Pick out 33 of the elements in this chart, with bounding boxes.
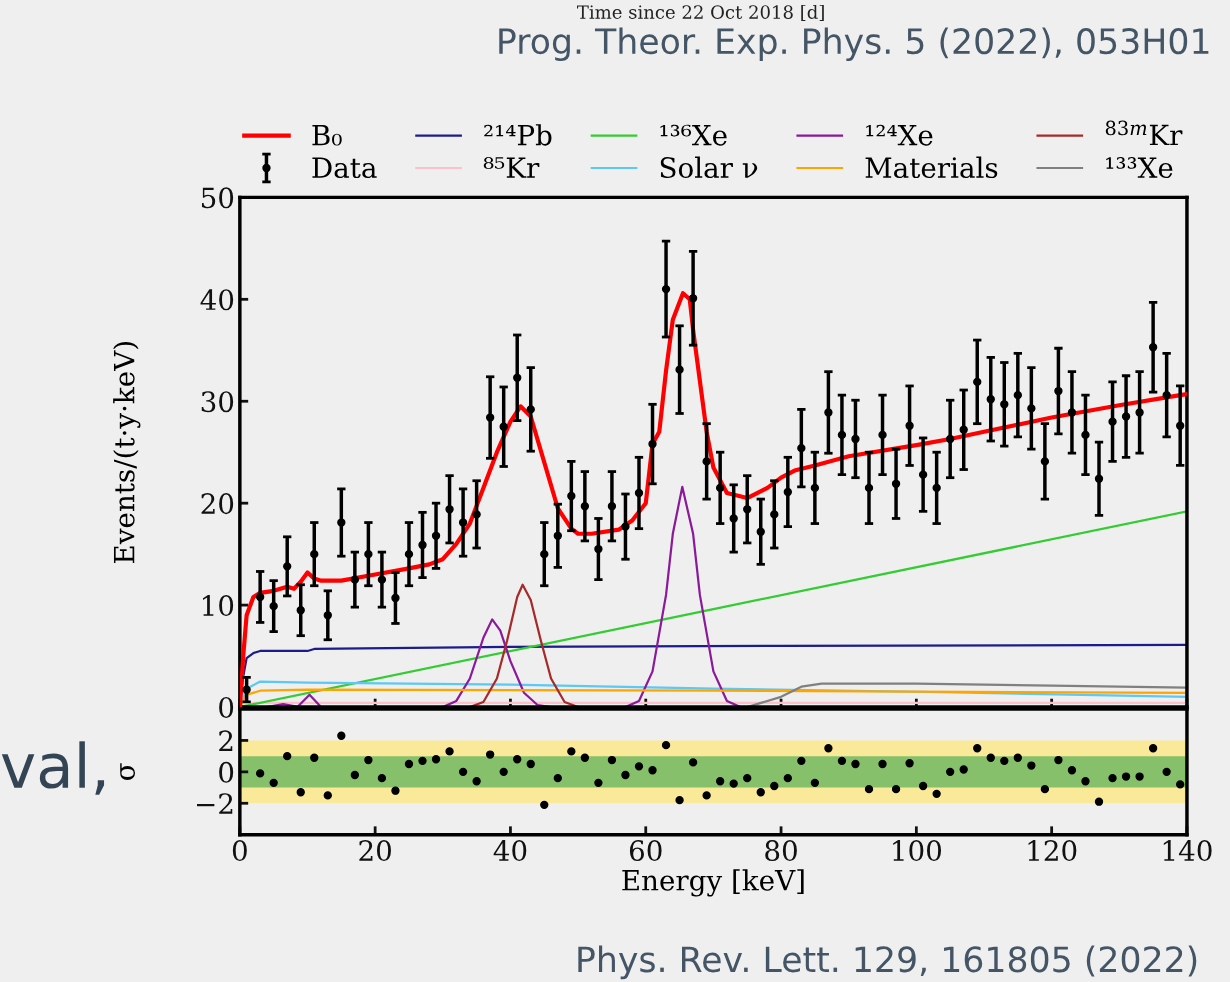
legend-label: B₀ xyxy=(312,125,342,146)
legend-label: ⁸⁵Kr xyxy=(483,157,540,178)
y-tick-label: 0 xyxy=(219,761,234,783)
y-tick-label: 20 xyxy=(201,493,234,515)
x-tick-label: 20 xyxy=(359,840,391,862)
legend-label: $^{83m}$Kr xyxy=(1105,120,1183,146)
text: Time since 22 Oct 2018 [d] xyxy=(577,4,824,22)
legend-label: ¹³³Xe xyxy=(1106,157,1173,179)
y-tick-label: 50 xyxy=(202,187,234,209)
x-tick-label: 60 xyxy=(629,840,662,862)
text: Phys. Rev. Lett. 129, 161805 (2022) xyxy=(578,945,1197,980)
legend-label: ¹²⁴Xe xyxy=(866,124,933,146)
legend-label: Data xyxy=(312,157,377,179)
legend-label: ¹³⁶Xe xyxy=(660,124,727,146)
x-tick-label: 40 xyxy=(493,840,527,862)
x-axis-title: Energy [keV] xyxy=(622,869,804,897)
y-tick-label: 2 xyxy=(219,730,233,751)
y-tick-label: 40 xyxy=(200,289,234,311)
y-tick-label: 30 xyxy=(201,391,234,413)
legend-label: Materials xyxy=(865,156,998,179)
x-tick-label: 140 xyxy=(1163,840,1212,862)
y-tick-label: 0 xyxy=(219,696,234,718)
y-tick-label: −2 xyxy=(196,793,233,814)
text: val, xyxy=(1,741,105,795)
legend-label: Solar ν xyxy=(660,156,758,179)
y-tick-label: 10 xyxy=(203,595,234,617)
y-axis-title: σ xyxy=(120,763,136,780)
legend-label: ²¹⁴Pb xyxy=(484,124,552,146)
x-tick-label: 100 xyxy=(893,840,942,862)
x-tick-label: 80 xyxy=(765,840,797,862)
text: Prog. Theor. Exp. Phys. 5 (2022), 053H01 xyxy=(499,27,1209,61)
x-tick-label: 120 xyxy=(1028,840,1077,862)
y-axis-title: Events/(t·y·keV) xyxy=(113,342,141,563)
